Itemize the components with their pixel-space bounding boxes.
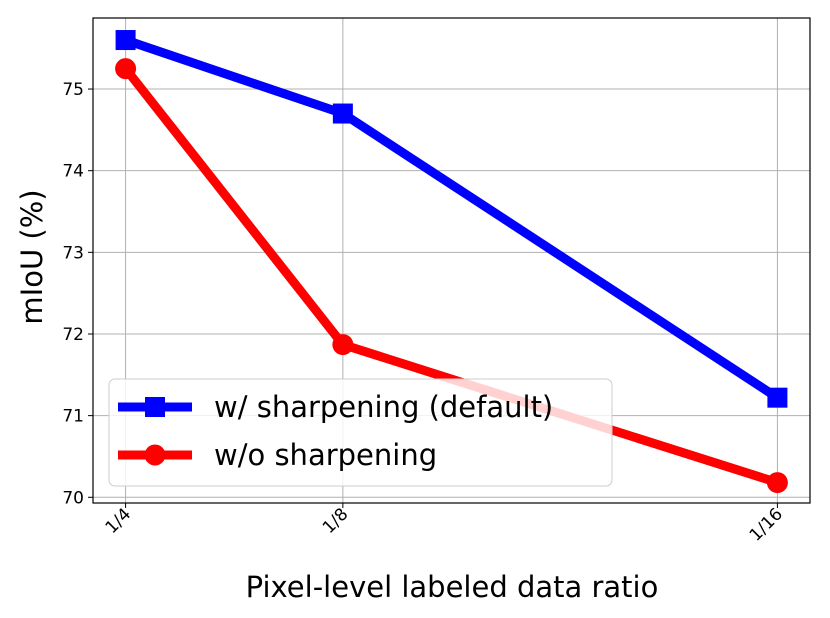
series-layer: [115, 30, 788, 494]
y-tick-label: 70: [62, 488, 84, 508]
legend: w/ sharpening (default) w/o sharpening: [108, 378, 613, 487]
x-axis-label: Pixel-level labeled data ratio: [246, 570, 659, 604]
plot-frame: [92, 17, 811, 504]
x-tick-label: 1/16: [746, 504, 787, 545]
data-point-square: [115, 30, 136, 51]
data-point-square: [332, 103, 353, 124]
y-tick-label: 73: [62, 243, 84, 263]
legend-box: [108, 378, 613, 487]
y-axis-label: mIoU (%): [15, 189, 49, 324]
y-tick-label: 74: [62, 162, 84, 182]
x-tick-label: 1/8: [319, 504, 352, 537]
data-point-circle: [115, 58, 137, 80]
data-point-circle: [766, 472, 788, 494]
legend-label: w/o sharpening: [214, 438, 437, 472]
series-line: [124, 35, 780, 402]
legend-label: w/ sharpening (default): [214, 390, 553, 424]
y-axis-ticks: 70 71 72 73 74 75: [62, 80, 93, 508]
legend-marker-square: [145, 397, 165, 417]
y-tick-label: 72: [62, 325, 84, 345]
data-point-circle: [332, 334, 354, 356]
x-axis-ticks: 1/4 1/8 1/16: [102, 503, 787, 546]
y-tick-label: 75: [62, 80, 84, 100]
y-tick-label: 71: [62, 407, 84, 427]
data-point-square: [767, 387, 788, 408]
legend-marker-circle: [144, 444, 166, 466]
x-tick-label: 1/4: [102, 504, 135, 537]
